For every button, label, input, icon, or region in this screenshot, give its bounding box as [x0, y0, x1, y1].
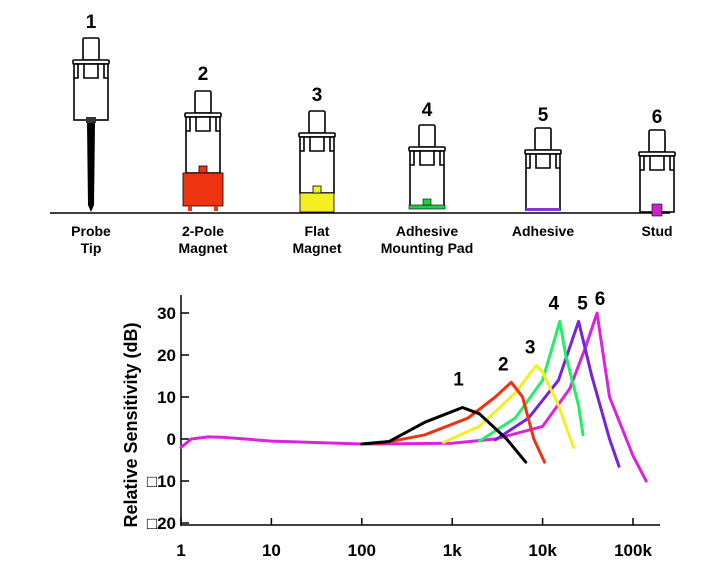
mount-number: 6	[652, 107, 663, 128]
stud-icon	[651, 203, 663, 217]
pad-icon	[408, 204, 446, 210]
x-tick-label: 100	[348, 541, 376, 560]
series-line-1	[360, 406, 528, 464]
mount-number: 4	[422, 100, 433, 121]
accelerometer-icon	[184, 90, 222, 174]
y-tick-label: □10	[147, 472, 176, 491]
accelerometer-icon	[408, 124, 446, 208]
mount-label: Magnet	[293, 240, 342, 256]
mount-label: Magnet	[179, 240, 228, 256]
frequency-response-chart: Relative Sensitivity (dB) 3020100□10□201…	[121, 289, 660, 560]
x-tick-label: 10	[262, 541, 281, 560]
mount-label: Probe	[71, 223, 111, 239]
y-tick-label: 30	[157, 304, 176, 323]
series-line-2	[376, 380, 547, 464]
mount-adhesive: 5 Adhesive	[512, 105, 574, 239]
y-tick-label: 20	[157, 346, 176, 365]
x-tick-label: 10k	[528, 541, 557, 560]
mount-label: Flat	[305, 223, 330, 239]
y-tick-label: □20	[147, 514, 176, 533]
series-label: 5	[577, 293, 588, 314]
mount-number: 1	[86, 12, 97, 33]
y-tick-label: 0	[167, 430, 176, 449]
accelerometer-icon	[524, 127, 562, 211]
series-label: 3	[525, 338, 536, 359]
series-label: 6	[595, 289, 606, 310]
series-line-3	[441, 364, 576, 449]
mounting-methods-diagram: 1ProbeTip22-PoleMagnet3FlatMagnet4Adhesi…	[50, 12, 676, 256]
mount-label: Tip	[81, 240, 102, 256]
adhesive-icon	[526, 208, 560, 211]
series-label: 1	[453, 370, 464, 391]
series-label: 4	[549, 293, 560, 314]
magnet-icon	[299, 192, 335, 213]
mount-label: Adhesive	[396, 223, 458, 239]
x-tick-label: 100k	[614, 541, 652, 560]
x-tick-label: 1k	[443, 541, 462, 560]
accelerometer-icon	[298, 110, 336, 194]
probe-tip-icon	[87, 123, 95, 212]
y-tick-label: 10	[157, 388, 176, 407]
mount-label: Mounting Pad	[381, 240, 474, 256]
x-tick-label: 1	[176, 541, 185, 560]
mount-number: 5	[538, 105, 549, 126]
accelerometer-icon	[638, 129, 676, 213]
series-line-4	[477, 319, 585, 443]
y-axis-label: Relative Sensitivity (dB)	[121, 322, 141, 527]
mount-label: Stud	[641, 223, 672, 239]
mount-label: Adhesive	[512, 223, 574, 239]
series-label: 2	[498, 354, 509, 375]
mount-label: 2-Pole	[182, 223, 224, 239]
mount-stud: 6 Stud	[638, 107, 676, 239]
accelerometer-icon	[72, 37, 110, 121]
mount-number: 3	[312, 85, 323, 106]
magnet-icon	[182, 172, 224, 207]
mount-number: 2	[198, 64, 209, 85]
